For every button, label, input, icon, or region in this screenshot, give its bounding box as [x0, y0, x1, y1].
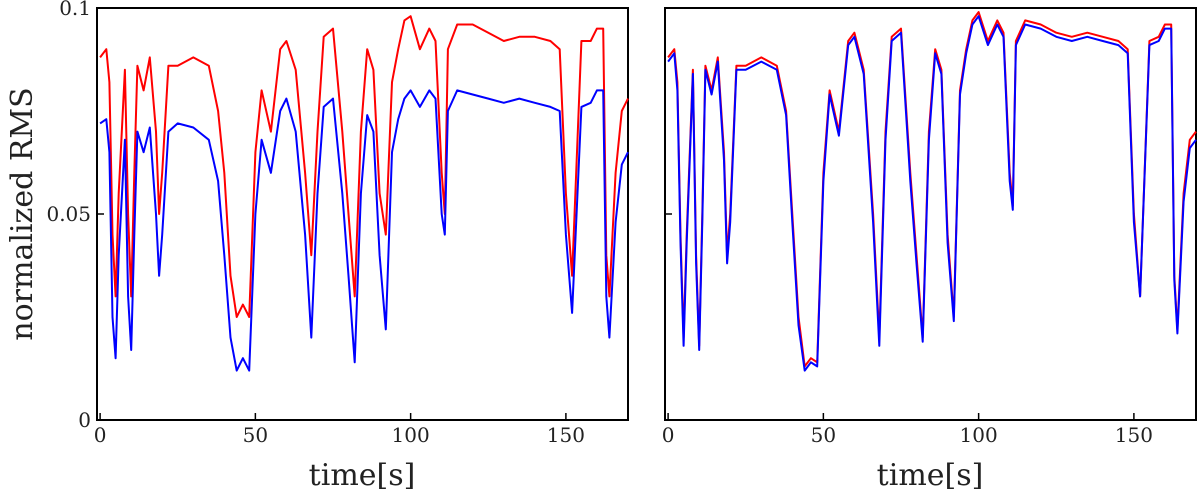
- left-x-tick-label: 50: [243, 423, 268, 447]
- left-series-line-0: [99, 15, 629, 318]
- left-x-axis-title: time[s]: [309, 458, 416, 493]
- left-series-group: [99, 15, 629, 372]
- right-x-axis-title: time[s]: [877, 458, 984, 493]
- left-x-tick-label: 150: [547, 423, 585, 447]
- left-ticks-group: 0 50 100 150 0 0.05 0.1: [46, 0, 585, 447]
- left-x-tick-label: 100: [392, 423, 430, 447]
- left-y-tick-label: 0.1: [59, 0, 91, 20]
- right-series-line-0: [667, 11, 1197, 368]
- left-x-tick-label: 0: [94, 423, 107, 447]
- right-series-group: [667, 11, 1197, 372]
- left-plot-frame: [96, 7, 629, 421]
- right-panel: 0 50 100 150 time[s]: [662, 7, 1197, 493]
- y-axis-title: normalized RMS: [5, 87, 40, 340]
- left-y-tick-label: 0: [78, 408, 91, 432]
- left-panel: 0 50 100 150 0 0.05 0.1 time[s] normalized RMS: [5, 0, 629, 493]
- right-ticks-group: 0 50 100 150: [662, 7, 1153, 447]
- right-series-line-1: [667, 15, 1197, 372]
- right-x-tick-label: 50: [811, 423, 836, 447]
- right-x-tick-label: 0: [662, 423, 675, 447]
- left-series-line-1: [99, 89, 629, 372]
- right-x-tick-label: 150: [1115, 423, 1153, 447]
- right-x-tick-label: 100: [960, 423, 998, 447]
- left-y-tick-label: 0.05: [46, 202, 91, 226]
